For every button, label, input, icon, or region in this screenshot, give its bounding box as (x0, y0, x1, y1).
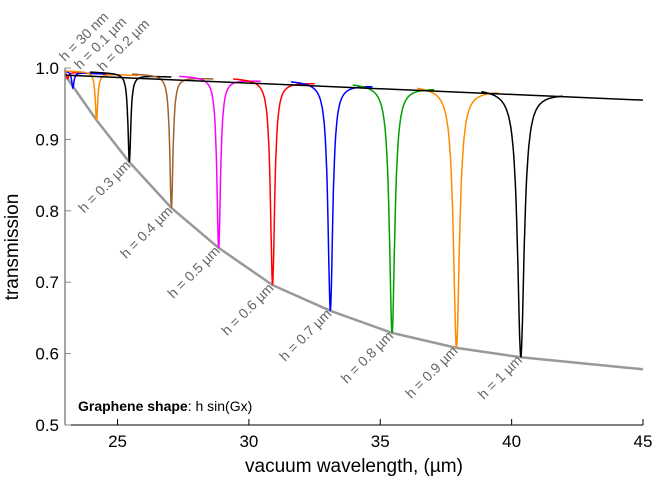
dip-series-10 (481, 90, 564, 358)
x-tick-label: 25 (108, 432, 127, 451)
y-tick-label: 1.0 (35, 59, 59, 78)
y-tick-label: 0.9 (35, 130, 59, 149)
dip-series-4 (132, 73, 214, 208)
y-tick-label: 0.8 (35, 202, 59, 221)
dip-series-6 (233, 78, 315, 286)
series-label: h = 1 µm (475, 352, 525, 402)
y-tick-label: 0.6 (35, 345, 59, 364)
y-tick-label: 0.7 (35, 273, 59, 292)
x-tick-label: 40 (502, 432, 521, 451)
annotation-bold: Graphene shape (78, 398, 188, 414)
axes: 25 30 35 40 45 0.5 0.6 0.7 0.8 0.9 1.0 (35, 59, 652, 451)
series-label: h = 0.4 µm (117, 203, 176, 262)
plot-area: h = 30 nmh = 0.1 µmh = 0.2 µmh = 0.3 µmh… (56, 9, 644, 402)
series-label: h = 0.3 µm (75, 157, 134, 216)
graphene-shape-annotation: Graphene shape: h sin(Gx) (78, 398, 252, 414)
x-tick-label: 45 (634, 432, 653, 451)
baseline-line (64, 74, 644, 101)
dip-series-3 (90, 71, 172, 163)
dip-series-8 (352, 84, 435, 334)
dip-series-9 (416, 87, 499, 348)
y-tick-label: 0.5 (35, 416, 59, 435)
series-label: h = 0.9 µm (402, 343, 461, 402)
x-axis-label: vacuum wavelength, (µm) (245, 456, 463, 477)
x-tick-label: 30 (239, 432, 258, 451)
annotation-rest: : h sin(Gx) (188, 398, 253, 414)
x-tick-label: 35 (371, 432, 390, 451)
envelope-curve (63, 74, 644, 371)
series-label: h = 0.5 µm (164, 243, 223, 302)
series-label: h = 0.8 µm (338, 328, 397, 387)
y-axis-label: transmission (2, 194, 23, 301)
series-label: h = 0.6 µm (218, 280, 277, 339)
series-label: h = 0.7 µm (276, 306, 335, 365)
dip-series-5 (179, 75, 261, 248)
dip-series-7 (290, 81, 373, 311)
